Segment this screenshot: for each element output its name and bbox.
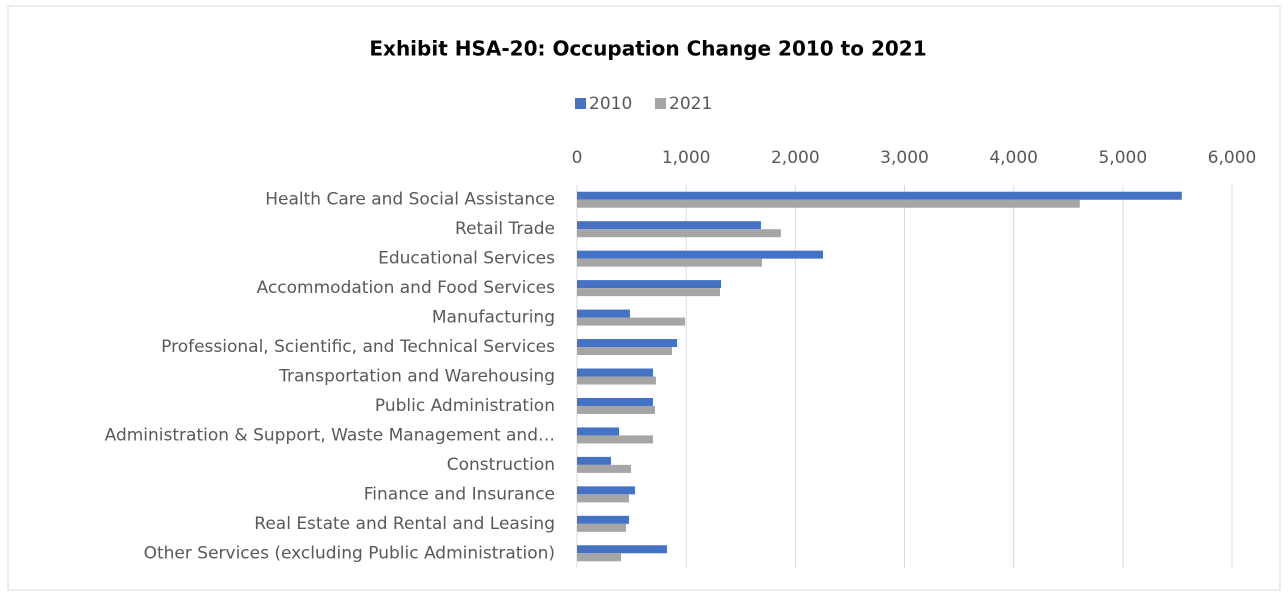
bar (577, 309, 630, 318)
x-tick-label: 4,000 (989, 148, 1038, 168)
y-tick-label: Transportation and Warehousing (278, 367, 555, 387)
y-tick-label: Professional, Scientific, and Technical … (161, 337, 555, 357)
chart-frame (7, 5, 1281, 591)
bar (577, 317, 685, 326)
y-tick-label: Construction (447, 455, 555, 475)
bar (577, 191, 1182, 200)
x-tick-label: 2,000 (771, 148, 820, 168)
bar (577, 339, 677, 348)
y-tick-label: Finance and Insurance (364, 484, 555, 504)
bar (577, 553, 621, 562)
bar (577, 347, 672, 356)
y-tick-label: Retail Trade (455, 219, 555, 239)
bar (577, 464, 632, 473)
bar (577, 405, 655, 414)
legend-swatch (575, 98, 586, 109)
x-tick-label: 1,000 (662, 148, 711, 168)
y-tick-label: Educational Services (378, 249, 555, 269)
y-tick-label: Manufacturing (432, 308, 555, 328)
chart-title: Exhibit HSA-20: Occupation Change 2010 t… (369, 37, 926, 61)
bar (577, 250, 823, 259)
legend-label: 2010 (589, 94, 632, 114)
bar (577, 515, 629, 524)
x-tick-label: 3,000 (880, 148, 929, 168)
bar (577, 376, 656, 385)
bar (577, 368, 653, 377)
y-tick-label: Other Services (excluding Public Adminis… (144, 543, 555, 563)
bar (577, 494, 629, 503)
bar (577, 435, 653, 444)
y-tick-label: Real Estate and Rental and Leasing (254, 514, 555, 534)
legend-swatch (655, 98, 666, 109)
bar (577, 288, 721, 297)
x-tick-label: 5,000 (1098, 148, 1147, 168)
bar (577, 545, 667, 554)
x-tick-label: 6,000 (1208, 148, 1257, 168)
bar (577, 280, 721, 289)
bar (577, 221, 761, 230)
bar (577, 427, 620, 436)
bar (577, 456, 611, 465)
y-tick-label: Accommodation and Food Services (257, 278, 556, 298)
bar (577, 486, 635, 495)
y-tick-label: Administration & Support, Waste Manageme… (105, 425, 555, 445)
y-tick-label: Public Administration (375, 396, 555, 416)
legend-label: 2021 (669, 94, 712, 114)
bar (577, 397, 653, 406)
x-tick-label: 0 (572, 148, 583, 168)
bar (577, 523, 627, 532)
bar (577, 258, 762, 267)
y-tick-label: Health Care and Social Assistance (265, 190, 555, 210)
bar (577, 199, 1080, 208)
bar (577, 229, 781, 238)
